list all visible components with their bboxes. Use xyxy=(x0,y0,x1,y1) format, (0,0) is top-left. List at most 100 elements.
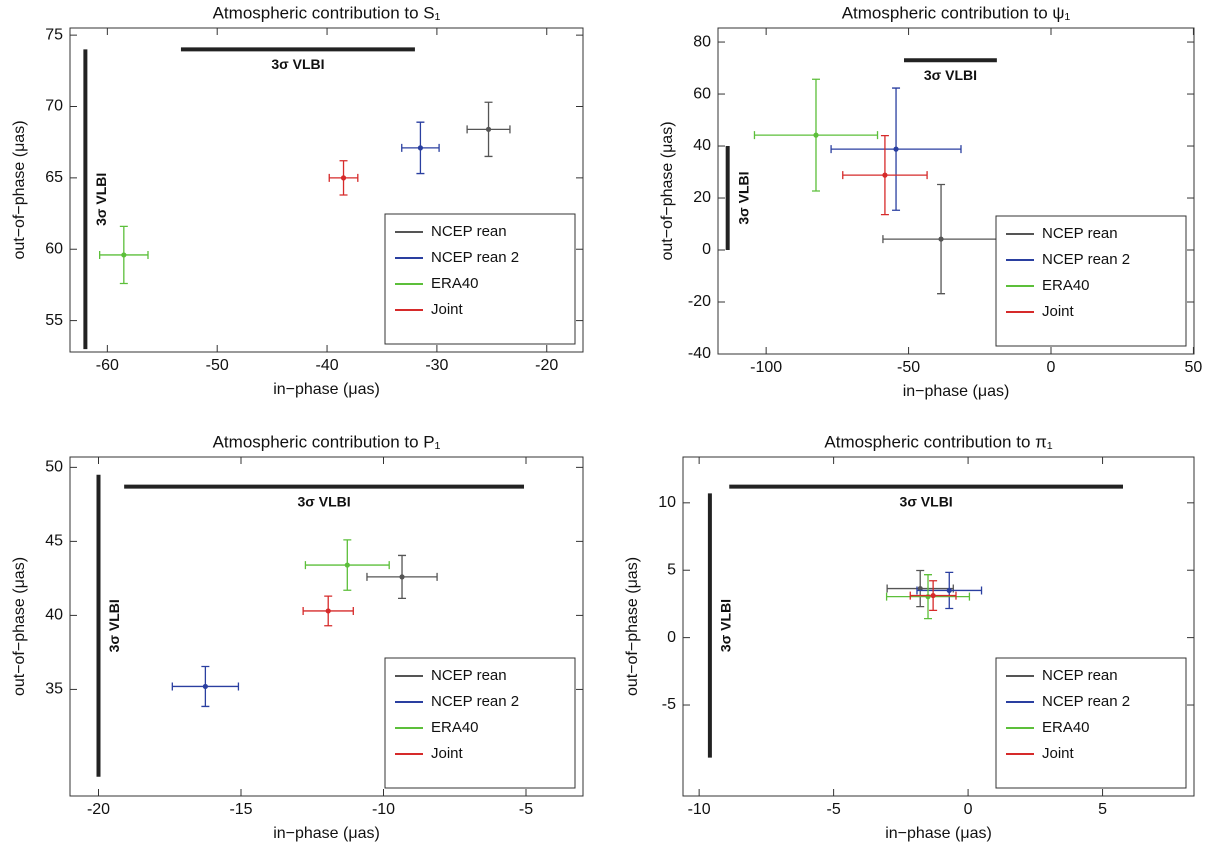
legend-label: NCEP rean xyxy=(431,223,507,240)
y-tick-label: 45 xyxy=(45,533,63,550)
legend: NCEP rean NCEP rean 2 ERA40 Joint xyxy=(995,215,1187,347)
point xyxy=(344,562,350,568)
x-tick-label: -20 xyxy=(535,357,558,374)
x-tick-label: -30 xyxy=(425,357,448,374)
y-tick-label: 60 xyxy=(45,240,63,257)
vlbi-label: 3σ VLBI xyxy=(924,67,977,83)
point xyxy=(121,252,127,258)
x-tick-label: -5 xyxy=(519,801,533,818)
x-axis-label: in−phase (μas) xyxy=(885,825,992,842)
x-tick-label: -10 xyxy=(372,801,395,818)
x-tick-label: -100 xyxy=(750,359,782,376)
vlbi-label: 3σ VLBI xyxy=(106,599,122,652)
y-tick-label: 55 xyxy=(45,312,63,329)
plot-frame xyxy=(717,27,1195,355)
point xyxy=(340,175,347,181)
legend-label: ERA40 xyxy=(1042,277,1090,294)
legend: NCEP rean NCEP rean 2 ERA40 Joint xyxy=(384,213,576,345)
y-tick-label: 60 xyxy=(693,85,711,102)
chart-title: Atmospheric contribution to P₁ xyxy=(213,432,441,451)
point xyxy=(893,146,899,152)
vlbi-label: 3σ VLBI xyxy=(271,56,324,72)
point xyxy=(813,132,819,138)
legend-box xyxy=(995,215,1187,347)
legend-box xyxy=(995,657,1187,789)
panel: Atmospheric contribution to P₁ in−phase (… xyxy=(11,432,584,842)
y-axis-label: out−of−phase (μas) xyxy=(624,557,641,696)
x-tick-label: -15 xyxy=(229,801,252,818)
y-tick-label: 0 xyxy=(667,629,676,646)
x-tick-label: -20 xyxy=(87,801,110,818)
point xyxy=(202,683,208,690)
y-tick-label: -40 xyxy=(688,345,711,362)
legend-label: NCEP rean xyxy=(1042,225,1118,242)
point xyxy=(882,172,888,178)
point xyxy=(399,574,405,580)
point xyxy=(325,608,331,614)
legend-label: NCEP rean xyxy=(1042,667,1118,684)
legend: NCEP rean NCEP rean 2 ERA40 Joint xyxy=(384,657,576,789)
plot-frame xyxy=(69,456,584,797)
chart-title: Atmospheric contribution to S₁ xyxy=(213,3,441,22)
vlbi-label: 3σ VLBI xyxy=(735,171,751,224)
chart-title: Atmospheric contribution to π₁ xyxy=(824,432,1052,451)
x-tick-label: -50 xyxy=(897,359,920,376)
y-tick-label: 20 xyxy=(693,189,711,206)
y-tick-label: 75 xyxy=(45,26,63,43)
panel: Atmospheric contribution to S₁ in−phase (… xyxy=(11,3,584,398)
x-tick-label: -10 xyxy=(688,801,711,818)
legend-label: Joint xyxy=(431,745,464,762)
legend-label: ERA40 xyxy=(431,275,479,292)
vlbi-label: 3σ VLBI xyxy=(93,173,109,226)
chart-title: Atmospheric contribution to ψ₁ xyxy=(842,3,1071,22)
legend-label: NCEP rean 2 xyxy=(431,693,519,710)
x-axis-label: in−phase (μas) xyxy=(903,383,1010,400)
legend-label: Joint xyxy=(1042,303,1075,320)
point xyxy=(485,126,492,132)
vlbi-label: 3σ VLBI xyxy=(297,493,350,509)
legend-box xyxy=(384,657,576,789)
y-tick-label: 70 xyxy=(45,98,63,115)
x-tick-label: 0 xyxy=(964,801,973,818)
legend: NCEP rean NCEP rean 2 ERA40 Joint xyxy=(995,657,1187,789)
plot-frame xyxy=(69,27,584,353)
vlbi-label: 3σ VLBI xyxy=(718,599,734,652)
legend-label: ERA40 xyxy=(431,719,479,736)
legend-label: Joint xyxy=(431,301,464,318)
vlbi-label: 3σ VLBI xyxy=(900,493,953,509)
point xyxy=(925,594,931,600)
y-axis-label: out−of−phase (μas) xyxy=(659,121,676,260)
legend-label: ERA40 xyxy=(1042,719,1090,736)
y-tick-label: 5 xyxy=(667,561,676,578)
y-tick-label: 65 xyxy=(45,169,63,186)
x-tick-label: 50 xyxy=(1185,359,1203,376)
y-tick-label: 50 xyxy=(45,459,63,476)
x-tick-label: 0 xyxy=(1047,359,1056,376)
x-tick-label: -40 xyxy=(315,357,338,374)
plot-frame xyxy=(682,456,1195,797)
x-tick-label: -5 xyxy=(826,801,840,818)
y-tick-label: 10 xyxy=(658,494,676,511)
point xyxy=(930,592,936,599)
point xyxy=(946,587,952,594)
x-tick-label: 5 xyxy=(1098,801,1107,818)
x-tick-label: -50 xyxy=(206,357,229,374)
x-axis-label: in−phase (μas) xyxy=(273,825,380,842)
y-tick-label: 80 xyxy=(693,33,711,50)
legend-label: NCEP rean 2 xyxy=(1042,251,1130,268)
legend-label: NCEP rean xyxy=(431,667,507,684)
y-tick-label: -20 xyxy=(688,293,711,310)
point xyxy=(417,145,424,151)
y-axis-label: out−of−phase (μas) xyxy=(11,557,28,696)
y-tick-label: 35 xyxy=(45,681,63,698)
y-axis-label: out−of−phase (μas) xyxy=(11,120,28,259)
legend-label: NCEP rean 2 xyxy=(431,249,519,266)
legend-box xyxy=(384,213,576,345)
legend-label: Joint xyxy=(1042,745,1075,762)
x-tick-label: -60 xyxy=(96,357,119,374)
panel: Atmospheric contribution to ψ₁ in−phase (… xyxy=(659,3,1202,400)
y-tick-label: 40 xyxy=(45,607,63,624)
legend-label: NCEP rean 2 xyxy=(1042,693,1130,710)
